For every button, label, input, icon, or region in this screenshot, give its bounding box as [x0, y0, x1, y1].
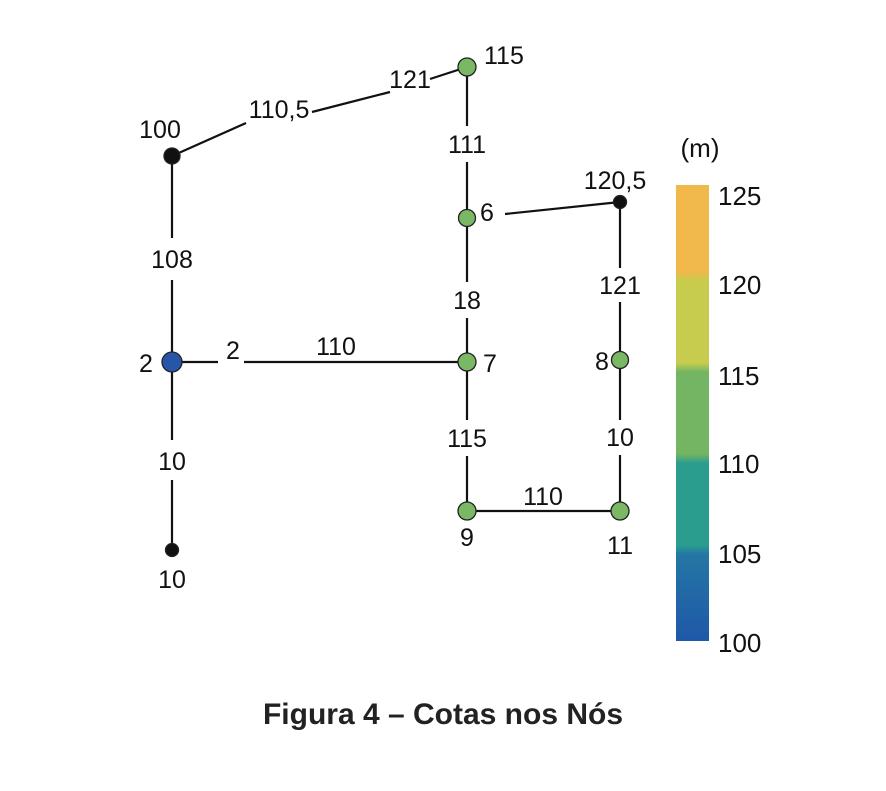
colorbar-tick-125: 125	[718, 181, 761, 211]
pipe-label-p8: 110	[316, 333, 356, 361]
node-label-6: 6	[480, 199, 494, 227]
pipe-1105-to-121	[311, 90, 391, 114]
pipe-label-p7: 2	[226, 337, 240, 365]
node-6	[457, 208, 477, 228]
colorbar-gradient	[676, 185, 709, 641]
figure-caption: Figura 4 – Cotas nos Nós	[262, 698, 624, 731]
node-11	[610, 501, 630, 521]
node-label-1205: 120,5	[584, 167, 647, 195]
pipe-label-p5: 18	[453, 287, 481, 315]
node-9	[457, 501, 477, 521]
colorbar-tick-115: 115	[718, 361, 759, 391]
node-label-2: 2	[139, 350, 153, 378]
pipe-6-to-1205	[504, 200, 621, 216]
node-top	[457, 57, 477, 77]
pipes	[170, 65, 622, 550]
pipe-label-p12: 110	[523, 483, 563, 511]
node-1205	[612, 194, 628, 210]
pipe-label-p9: 115	[447, 425, 487, 453]
pipe-label-p2: 110,5	[249, 96, 310, 124]
node-10	[164, 542, 180, 558]
colorbar-unit: (m)	[681, 133, 720, 163]
node-100	[163, 147, 181, 165]
colorbar: (m) 125 120 115 110 105 100	[676, 133, 761, 658]
pipe-label-p1: 121	[389, 66, 431, 94]
pipe-label-p10: 10	[606, 424, 634, 452]
colorbar-tick-100: 100	[718, 628, 761, 658]
pipe-label-p3: 111	[448, 131, 486, 159]
colorbar-tick-120: 120	[718, 270, 761, 300]
nodes	[161, 57, 630, 558]
node-label-9: 9	[460, 524, 474, 552]
pipe-label-p11: 10	[158, 448, 186, 476]
node-2	[161, 351, 183, 373]
pipe-100-to-121	[171, 121, 247, 158]
pipe-labels: 121 110,5 111 108 18 121 2 110 115 10 10…	[151, 66, 641, 511]
network-diagram: 121 110,5 111 108 18 121 2 110 115 10 10…	[139, 42, 761, 658]
node-label-7: 7	[483, 350, 497, 378]
node-7	[457, 352, 477, 372]
node-label-10: 10	[158, 566, 186, 594]
colorbar-tick-105: 105	[718, 539, 761, 569]
node-label-11: 11	[607, 532, 633, 560]
pipe-label-p6: 121	[599, 272, 641, 300]
node-label-100: 100	[139, 116, 181, 144]
colorbar-tick-110: 110	[718, 449, 759, 479]
pipe-label-p4: 108	[151, 246, 193, 274]
node-label-top: 115	[484, 42, 524, 70]
node-8	[610, 350, 630, 370]
node-label-8: 8	[595, 348, 609, 376]
node-labels: 115 100 6 120,5 2 7 8 9 11 10	[139, 42, 646, 594]
